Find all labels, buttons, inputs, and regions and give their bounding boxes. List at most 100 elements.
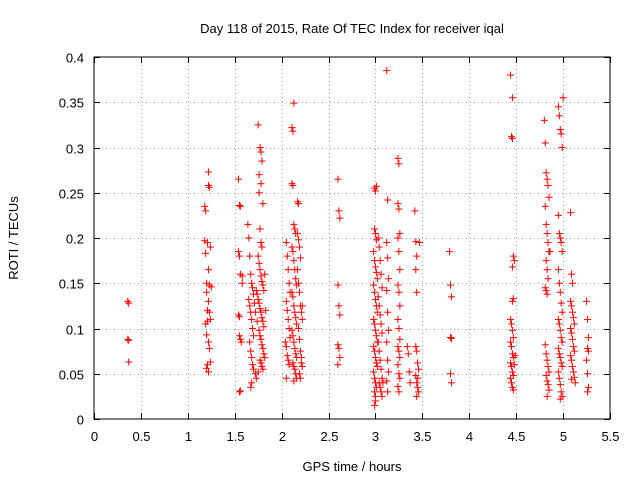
data-point [124,297,132,305]
data-point [384,308,392,316]
data-point [247,270,255,278]
data-point [583,388,591,396]
data-point [235,332,243,340]
data-point [568,356,576,364]
data-point [540,116,548,124]
data-point [412,266,420,274]
data-point [396,374,404,382]
data-point [204,306,212,314]
data-point [291,308,299,316]
data-point [204,297,212,305]
data-point [258,277,266,285]
data-point [205,308,213,316]
data-point [292,275,300,283]
data-point [415,365,423,373]
data-point [203,331,211,339]
data-point [555,229,563,237]
data-point [543,377,551,385]
data-point [254,252,262,260]
data-point [556,234,564,242]
data-point [290,257,298,265]
data-point [374,338,382,346]
data-point [252,286,260,294]
data-point [204,338,212,346]
data-point [290,377,298,385]
data-point [249,284,257,292]
data-point [252,374,260,382]
x-tick-label: 5 [560,429,567,444]
data-point [261,353,269,361]
data-point [297,308,305,316]
data-point [414,359,422,367]
data-point [508,134,516,142]
data-point [259,365,267,373]
data-point [290,338,298,346]
data-point [288,288,296,296]
data-point [234,248,242,256]
data-point [544,182,552,190]
data-point [379,379,387,387]
data-point [569,368,577,376]
data-point [255,189,263,197]
data-point [376,257,384,265]
data-point [372,268,380,276]
data-point [543,356,551,364]
data-point [373,363,381,371]
data-point [236,387,244,395]
data-point [383,338,391,346]
x-tick-label: 5.5 [601,429,619,444]
data-point [254,296,262,304]
data-point [296,254,304,262]
data-point [395,288,403,296]
data-point [544,239,552,247]
data-point [298,315,306,323]
data-point [376,311,384,319]
data-point [124,335,132,343]
x-tick-label: 4.5 [507,429,525,444]
x-tick-label: 0.5 [132,429,150,444]
data-point [295,335,303,343]
data-point [253,317,261,325]
data-point [541,139,549,147]
data-point [282,374,290,382]
data-point [544,381,552,389]
data-point [507,359,515,367]
x-tick-label: 3 [372,429,379,444]
data-point [285,279,293,287]
data-point [377,320,385,328]
data-point [284,266,292,274]
data-point [374,234,382,242]
data-point [295,325,303,332]
data-point [412,238,420,246]
data-point [370,315,378,323]
data-point [235,252,243,260]
data-point [256,305,264,313]
data-point [555,350,563,358]
data-point [256,332,264,340]
data-point [205,183,213,191]
data-point [568,329,576,337]
data-point [282,239,290,247]
data-point [294,229,302,237]
data-point [236,202,244,210]
data-point [289,127,297,135]
data-point [257,180,265,188]
data-point [378,392,386,400]
data-point [403,343,411,351]
data-point [554,103,562,111]
data-point [394,200,402,208]
data-point [396,302,404,310]
data-point [256,225,264,233]
data-point [372,236,380,244]
data-point [376,356,384,364]
data-point [378,374,386,382]
data-point [554,344,562,352]
data-point [568,279,576,287]
data-point [383,67,391,75]
data-point [371,187,379,195]
data-point [235,201,243,209]
data-point [542,220,550,228]
data-point [237,338,245,346]
data-point [558,363,566,371]
x-tick-label: 2.5 [320,429,338,444]
